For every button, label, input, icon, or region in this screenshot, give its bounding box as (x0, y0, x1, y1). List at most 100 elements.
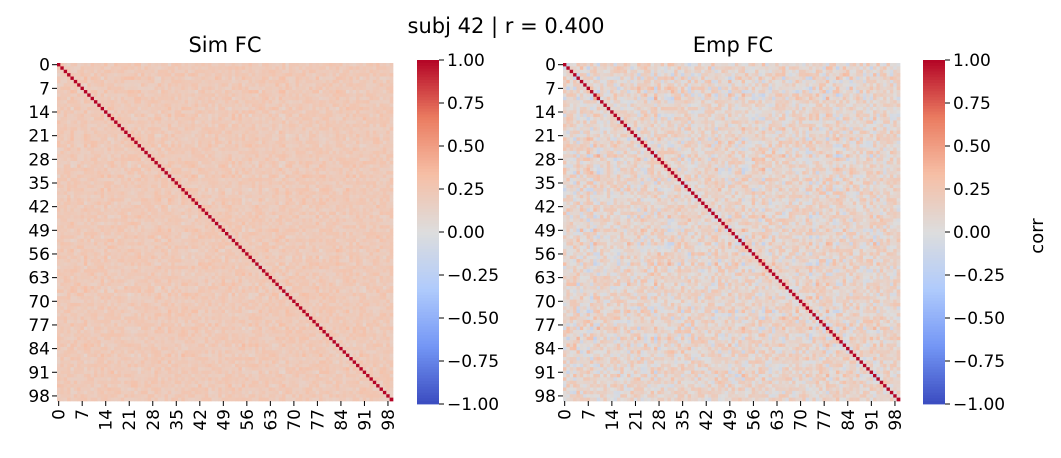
heatmap-cell (345, 140, 350, 145)
heatmap-cell (282, 93, 286, 98)
heatmap-cell (167, 133, 172, 138)
heatmap-cell (60, 167, 65, 172)
heatmap-row (57, 113, 394, 118)
heatmap-cell (255, 113, 259, 118)
heatmap-cell (67, 63, 71, 67)
heatmap-cell (245, 167, 249, 172)
heatmap-cell (137, 171, 142, 175)
heatmap-cell (272, 100, 276, 104)
heatmap-cell (332, 137, 337, 142)
heatmap-cell (228, 167, 233, 172)
heatmap-cell (214, 150, 219, 155)
heatmap-cell (319, 181, 323, 186)
heatmap-cell (362, 174, 367, 179)
heatmap-cell (372, 123, 377, 128)
heatmap-cell (319, 63, 323, 67)
heatmap-cell (181, 181, 186, 186)
heatmap-cell (238, 191, 243, 196)
heatmap-cell (251, 93, 256, 98)
heatmap-cell (77, 93, 81, 98)
heatmap-cell (191, 191, 196, 196)
heatmap-cell (356, 79, 360, 84)
heatmap-cell (231, 86, 236, 91)
heatmap-cell (208, 221, 212, 226)
heatmap-cell (154, 221, 159, 226)
heatmap-cell (77, 208, 81, 213)
heatmap-cell (137, 127, 142, 131)
heatmap-cell (261, 100, 266, 104)
heatmap-cell (130, 66, 135, 71)
heatmap-row (57, 144, 394, 148)
heatmap-cell (90, 150, 95, 155)
heatmap-cell (194, 221, 199, 226)
heatmap-cell (241, 201, 246, 206)
heatmap-cell (214, 154, 219, 158)
heatmap-cell (77, 69, 81, 74)
heatmap-cell (298, 123, 303, 128)
heatmap-cell (120, 211, 125, 216)
heatmap-cell (305, 171, 310, 175)
heatmap-cell (154, 174, 159, 179)
heatmap-cell (376, 188, 380, 192)
heatmap-cell (77, 188, 81, 192)
heatmap-cell (389, 150, 394, 155)
heatmap-cell (221, 100, 226, 104)
heatmap-cell (174, 69, 179, 74)
heatmap-cell (339, 96, 343, 101)
heatmap-cell (104, 140, 108, 145)
heatmap-cell (198, 69, 202, 74)
heatmap-cell (275, 66, 280, 71)
heatmap-cell (174, 215, 179, 219)
heatmap-cell (194, 127, 199, 131)
heatmap-cell (228, 171, 233, 175)
heatmap-cell (90, 130, 95, 135)
heatmap-cell (265, 225, 270, 229)
heatmap-cell (157, 110, 162, 115)
heatmap-cell (302, 221, 306, 226)
heatmap-cell (147, 147, 152, 152)
heatmap-cell (218, 79, 222, 84)
heatmap-cell (67, 100, 71, 104)
heatmap-cell (278, 133, 283, 138)
heatmap-cell (67, 76, 71, 81)
heatmap-cell (292, 204, 296, 209)
heatmap-cell (201, 63, 206, 67)
heatmap-cell (104, 100, 108, 104)
heatmap-cell (171, 140, 175, 145)
heatmap-cell (345, 144, 350, 148)
heatmap-cell (312, 117, 317, 121)
heatmap-cell (218, 83, 222, 88)
heatmap-cell (352, 90, 357, 94)
heatmap-cell (63, 120, 68, 125)
heatmap-cell (275, 181, 280, 186)
heatmap-cell (231, 211, 236, 216)
heatmap-cell (386, 150, 390, 155)
heatmap-cell (225, 130, 229, 135)
heatmap-cell (110, 161, 115, 165)
heatmap-cell (342, 69, 347, 74)
heatmap-cell (349, 76, 354, 81)
heatmap-cell (305, 225, 310, 229)
heatmap-cell (110, 73, 115, 77)
heatmap-cell (73, 161, 78, 165)
heatmap-cell (161, 174, 165, 179)
heatmap-cell (67, 130, 71, 135)
heatmap-cell (345, 127, 350, 131)
heatmap-cell (77, 184, 81, 189)
heatmap-cell (238, 127, 243, 131)
heatmap-cell (181, 86, 186, 91)
heatmap-cell (231, 137, 236, 142)
heatmap-cell (157, 100, 162, 104)
heatmap-cell (292, 144, 296, 148)
heatmap-cell (382, 167, 387, 172)
heatmap-cell (235, 83, 239, 88)
heatmap-cell (228, 110, 233, 115)
heatmap-cell (251, 73, 256, 77)
heatmap-cell (352, 69, 357, 74)
heatmap-cell (315, 69, 320, 74)
heatmap-cell (272, 191, 276, 196)
heatmap-cell (191, 201, 196, 206)
heatmap-cell (57, 120, 61, 125)
heatmap-cell (100, 66, 105, 71)
heatmap-cell (325, 188, 330, 192)
